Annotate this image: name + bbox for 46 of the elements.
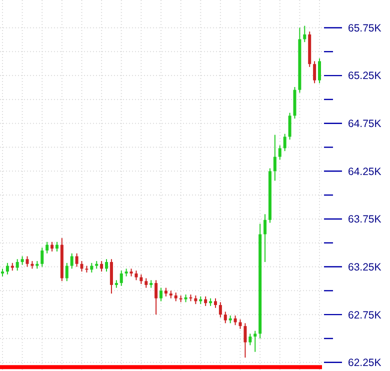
- candlestick: [244, 322, 247, 358]
- candlestick: [65, 262, 68, 282]
- candlestick: [105, 258, 108, 272]
- candlestick: [214, 298, 217, 308]
- y-tick-label: 64.75K: [348, 118, 382, 130]
- candlestick: [313, 60, 316, 84]
- candlestick: [100, 260, 104, 272]
- candlestick: [234, 315, 237, 326]
- candlestick: [264, 214, 267, 262]
- y-tick-label: 63.75K: [348, 214, 382, 226]
- candlestick: [50, 241, 54, 252]
- candlestick: [288, 112, 292, 140]
- candlestick: [278, 144, 282, 160]
- candlestick: [26, 256, 29, 268]
- candlestick: [90, 262, 94, 274]
- candlestick: [80, 260, 84, 272]
- candlestick: [75, 252, 78, 268]
- y-tick-label: 63.25K: [348, 261, 382, 274]
- y-tick-label: 65.75K: [348, 22, 382, 34]
- candlestick: [254, 330, 257, 352]
- candlestick: [224, 311, 227, 324]
- candlestick: [204, 296, 208, 306]
- y-tick-label: 62.25K: [348, 357, 382, 370]
- candlestick: [40, 247, 44, 268]
- y-tick-label: 62.75K: [348, 309, 382, 322]
- candlestick: [248, 333, 252, 346]
- y-tick-label: 65.25K: [348, 70, 382, 82]
- candlestick: [238, 318, 242, 330]
- candlestick: [55, 241, 58, 252]
- candlestick: [70, 252, 74, 270]
- y-tick-label: 64.25K: [348, 166, 382, 178]
- candlestick: [218, 302, 222, 318]
- candlestick: [154, 280, 158, 316]
- candlestick: [283, 133, 286, 152]
- candlestick: [160, 287, 162, 302]
- candlestick: [144, 278, 148, 288]
- candlestick: [16, 258, 19, 272]
- candlestick: [6, 262, 9, 275]
- candlestick: [140, 274, 143, 284]
- candlestick: [110, 258, 113, 294]
- candlestick: [46, 241, 49, 254]
- candlestick: [134, 270, 138, 281]
- candlestick: [318, 58, 321, 84]
- candlestick: [120, 270, 123, 286]
- candlestick: [273, 134, 276, 182]
- candlestick: [303, 25, 306, 43]
